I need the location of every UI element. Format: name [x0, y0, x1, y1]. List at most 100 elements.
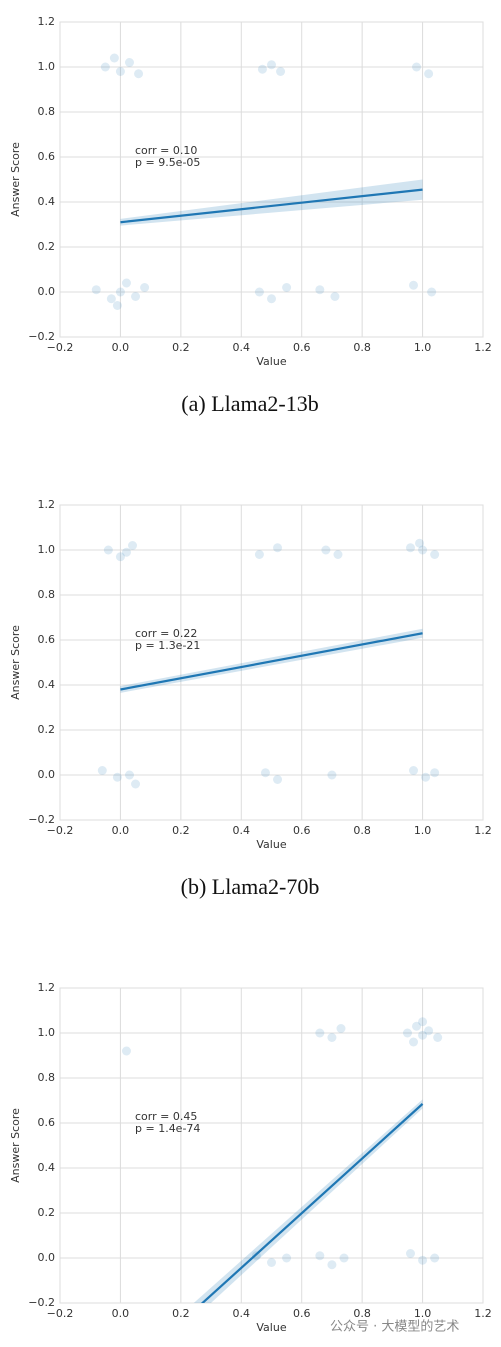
scatter-point [282, 283, 292, 292]
watermark: 公众号 · 大模型的艺术 [330, 1319, 459, 1335]
scatter-point [121, 1046, 131, 1056]
scatter-point [112, 772, 122, 782]
scatter-point [97, 766, 107, 775]
plot-area [97, 538, 440, 789]
scatter-point [282, 1253, 292, 1263]
x-tick-label: 0.4 [233, 341, 251, 354]
scatter-point [254, 287, 264, 297]
x-tick-label: 0.6 [293, 341, 311, 354]
scatter-point [427, 287, 437, 297]
scatter-point [124, 58, 134, 67]
scatter-point [405, 543, 415, 553]
y-tick-label: 0.8 [38, 105, 56, 118]
plot-frame [59, 21, 484, 338]
y-tick-label: 0.8 [38, 1071, 56, 1084]
scatter-point [418, 545, 428, 555]
caption: (b) Llama2-70b [181, 874, 320, 899]
x-tick-label: 0.0 [112, 341, 130, 354]
scatter-point [131, 779, 141, 789]
caption: (a) Llama2-13b [181, 391, 318, 416]
x-tick-label: 0.8 [353, 824, 371, 837]
x-tick-label: 0.8 [353, 1307, 371, 1320]
scatter-point [276, 67, 286, 76]
scatter-point [257, 64, 267, 74]
scatter-point [418, 1017, 428, 1027]
x-tick-label: 0.2 [172, 341, 190, 354]
y-tick-label: 0.2 [38, 240, 56, 253]
scatter-point [315, 1251, 325, 1261]
chart: −0.2 0.0 0.2 0.4 0.6 0.8 1.0 1.2 −0.2 0.0 0.2 0.4 0.… [9, 498, 492, 899]
x-tick-label: 0.4 [233, 824, 251, 837]
confidence-band [193, 1099, 423, 1303]
y-tick-label: 0.6 [38, 633, 56, 646]
y-tick-label: 1.2 [38, 498, 56, 511]
x-tick-label: 0.2 [172, 1307, 190, 1320]
scatter-point [315, 285, 325, 295]
scatter-point [418, 1030, 428, 1040]
scatter-point [121, 278, 131, 288]
y-tick-label: 1.2 [38, 981, 56, 994]
y-tick-label: 0.8 [38, 588, 56, 601]
plot-frame [59, 987, 484, 1304]
y-tick-label: 0.4 [38, 195, 56, 208]
annotation: p = 9.5e-05 [135, 156, 200, 169]
regression-line [120, 632, 423, 691]
scatter-point [267, 1258, 276, 1267]
scatter-point [100, 62, 110, 72]
y-tick-label: 0.2 [38, 723, 56, 736]
plot-area [121, 1017, 443, 1303]
y-tick-label: −0.2 [28, 1296, 55, 1309]
x-tick-label: −0.2 [47, 824, 74, 837]
scatter-point [273, 775, 283, 784]
scatter-point [415, 538, 425, 548]
scatter-point [330, 292, 340, 301]
x-tick-label: −0.2 [47, 1307, 74, 1320]
y-tick-label: 0.4 [38, 678, 56, 691]
x-tick-label: 0.0 [112, 1307, 130, 1320]
x-tick-label: −0.2 [47, 341, 74, 354]
scatter-point [409, 766, 419, 775]
scatter-point [115, 552, 125, 562]
scatter-point [112, 301, 122, 310]
y-axis-label: Answer Score [9, 625, 22, 700]
x-tick-label: 1.2 [474, 824, 492, 837]
x-tick-label: 0.0 [112, 824, 130, 837]
scatter-point [124, 770, 134, 780]
x-tick-label: 0.8 [353, 341, 371, 354]
x-tick-label: 1.0 [414, 1307, 432, 1320]
scatter-point [109, 53, 119, 63]
scatter-point [333, 550, 343, 559]
y-tick-label: 0.6 [38, 150, 56, 163]
y-tick-label: 0.2 [38, 1206, 56, 1219]
scatter-point [418, 1255, 428, 1265]
chart: −0.2 0.0 0.2 0.4 0.6 0.8 1.0 1.2 −0.2 0.0 0.2 0.4 0.… [9, 981, 492, 1334]
x-tick-label: 0.6 [293, 1307, 311, 1320]
annotation: corr = 0.45 [135, 1110, 197, 1123]
scatter-point [339, 1253, 349, 1263]
confidence-band [120, 179, 423, 226]
scatter-point [121, 547, 131, 557]
scatter-point [433, 1033, 443, 1042]
y-axis-label: Answer Score [9, 142, 22, 217]
x-tick-label: 0.2 [172, 824, 190, 837]
scatter-point [91, 285, 101, 295]
scatter-point [430, 1253, 440, 1263]
plot-area [91, 53, 437, 310]
scatter-point [412, 1021, 422, 1031]
y-tick-label: 1.0 [38, 543, 56, 556]
scatter-point [106, 294, 116, 304]
scatter-point [267, 294, 276, 304]
y-axis-label: Answer Score [9, 1108, 22, 1183]
scatter-point [402, 1028, 412, 1038]
scatter-point [140, 283, 150, 292]
scatter-point [273, 543, 283, 553]
scatter-point [424, 1026, 434, 1036]
plot-frame [59, 504, 484, 821]
y-tick-label: 0.0 [38, 768, 56, 781]
scatter-point [327, 1260, 337, 1270]
y-tick-label: −0.2 [28, 813, 55, 826]
y-tick-label: 0.6 [38, 1116, 56, 1129]
annotation: p = 1.3e-21 [135, 639, 200, 652]
scatter-point [128, 541, 138, 550]
chart: −0.2 0.0 0.2 0.4 0.6 0.8 1.0 1.2 −0.2 0.0 0.2 0.4 0.… [9, 15, 492, 416]
